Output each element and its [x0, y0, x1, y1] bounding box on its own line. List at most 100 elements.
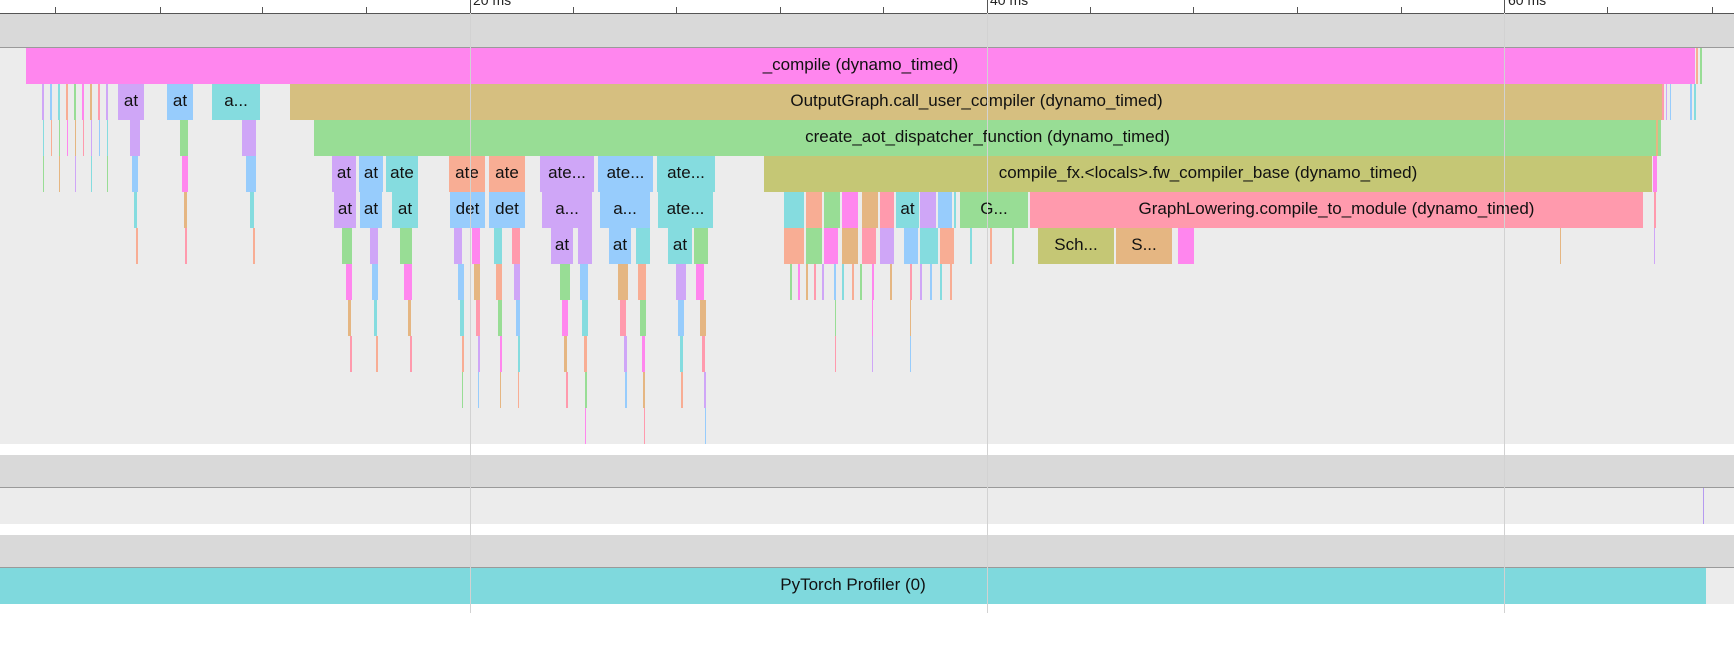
unlabeled-slice[interactable]	[106, 84, 108, 120]
slice-child[interactable]: at	[668, 228, 692, 264]
slice-child[interactable]: a...	[212, 84, 260, 120]
unlabeled-slice[interactable]	[872, 264, 874, 300]
unlabeled-slice[interactable]	[136, 228, 138, 264]
unlabeled-slice[interactable]	[242, 120, 256, 156]
unlabeled-slice[interactable]	[132, 156, 138, 192]
unlabeled-slice[interactable]	[842, 228, 858, 264]
unlabeled-slice[interactable]	[494, 228, 502, 264]
unlabeled-slice[interactable]	[798, 264, 800, 300]
slice-child[interactable]: a...	[600, 192, 650, 228]
unlabeled-slice[interactable]	[582, 300, 588, 336]
unlabeled-slice[interactable]	[1178, 228, 1194, 264]
unlabeled-slice[interactable]	[705, 408, 706, 444]
unlabeled-slice[interactable]	[500, 336, 502, 372]
unlabeled-slice[interactable]	[91, 156, 92, 192]
unlabeled-slice[interactable]	[585, 372, 587, 408]
unlabeled-slice[interactable]	[130, 120, 140, 156]
unlabeled-slice[interactable]	[478, 336, 480, 372]
unlabeled-slice[interactable]	[638, 264, 646, 300]
unlabeled-slice[interactable]	[904, 228, 918, 264]
unlabeled-slice[interactable]	[460, 300, 464, 336]
unlabeled-slice[interactable]	[910, 264, 912, 300]
unlabeled-slice[interactable]	[880, 228, 894, 264]
unlabeled-slice[interactable]	[930, 264, 932, 300]
slice-compile-to-module[interactable]: GraphLowering.compile_to_module (dynamo_…	[1030, 192, 1643, 228]
unlabeled-slice[interactable]	[676, 264, 686, 300]
unlabeled-slice[interactable]	[862, 228, 876, 264]
unlabeled-slice[interactable]	[842, 264, 844, 300]
unlabeled-slice[interactable]	[954, 192, 956, 228]
unlabeled-slice[interactable]	[107, 156, 108, 192]
unlabeled-slice[interactable]	[784, 228, 804, 264]
unlabeled-slice[interactable]	[784, 192, 804, 228]
unlabeled-slice[interactable]	[107, 120, 108, 156]
slice-child[interactable]: ate	[386, 156, 418, 192]
slice-child[interactable]: ate...	[658, 192, 713, 228]
unlabeled-slice[interactable]	[842, 192, 858, 228]
unlabeled-slice[interactable]	[91, 120, 92, 156]
unlabeled-slice[interactable]	[920, 228, 938, 264]
unlabeled-slice[interactable]	[890, 264, 892, 300]
unlabeled-slice[interactable]	[250, 192, 254, 228]
unlabeled-slice[interactable]	[624, 336, 627, 372]
unlabeled-slice[interactable]	[472, 228, 480, 264]
unlabeled-slice[interactable]	[90, 84, 92, 120]
slice-child[interactable]: ate...	[598, 156, 653, 192]
unlabeled-slice[interactable]	[462, 336, 464, 372]
unlabeled-slice[interactable]	[862, 192, 878, 228]
unlabeled-slice[interactable]	[950, 264, 952, 300]
unlabeled-slice[interactable]	[1696, 48, 1698, 84]
unlabeled-slice[interactable]	[404, 264, 412, 300]
unlabeled-slice[interactable]	[806, 228, 822, 264]
unlabeled-slice[interactable]	[940, 264, 942, 300]
slice-child[interactable]: a...	[542, 192, 592, 228]
unlabeled-slice[interactable]	[342, 228, 352, 264]
unlabeled-slice[interactable]	[584, 336, 587, 372]
unlabeled-slice[interactable]	[350, 336, 352, 372]
unlabeled-slice[interactable]	[514, 264, 520, 300]
unlabeled-slice[interactable]	[400, 228, 412, 264]
slice-child[interactable]: ate	[489, 156, 525, 192]
unlabeled-slice[interactable]	[910, 336, 911, 372]
unlabeled-slice[interactable]	[1700, 48, 1702, 84]
unlabeled-slice[interactable]	[1694, 84, 1696, 120]
slice-child[interactable]: ate	[449, 156, 485, 192]
slice-child[interactable]: det	[489, 192, 525, 228]
unlabeled-slice[interactable]	[253, 228, 255, 264]
slice-child[interactable]: at	[360, 192, 382, 228]
unlabeled-slice[interactable]	[580, 264, 588, 300]
unlabeled-slice[interactable]	[518, 336, 520, 372]
unlabeled-slice[interactable]	[518, 372, 519, 408]
unlabeled-slice[interactable]	[824, 228, 838, 264]
unlabeled-slice[interactable]	[99, 120, 100, 156]
unlabeled-slice[interactable]	[1560, 228, 1561, 264]
unlabeled-slice[interactable]	[516, 300, 520, 336]
unlabeled-slice[interactable]	[498, 300, 502, 336]
unlabeled-slice[interactable]	[822, 264, 824, 300]
unlabeled-slice[interactable]	[644, 408, 645, 444]
unlabeled-slice[interactable]	[990, 228, 992, 264]
unlabeled-slice[interactable]	[681, 372, 683, 408]
unlabeled-slice[interactable]	[59, 156, 60, 192]
unlabeled-slice[interactable]	[74, 84, 76, 120]
unlabeled-slice[interactable]	[474, 264, 480, 300]
unlabeled-slice[interactable]	[852, 264, 854, 300]
slice-child[interactable]: ate...	[540, 156, 594, 192]
unlabeled-slice[interactable]	[643, 372, 645, 408]
unlabeled-slice[interactable]	[585, 408, 586, 444]
unlabeled-slice[interactable]	[834, 264, 836, 300]
slice-child[interactable]: at	[118, 84, 144, 120]
unlabeled-slice[interactable]	[1654, 192, 1656, 228]
unlabeled-slice[interactable]	[462, 372, 463, 408]
slice-pytorch-profiler[interactable]: PyTorch Profiler (0)	[0, 568, 1706, 604]
unlabeled-slice[interactable]	[42, 84, 44, 120]
unlabeled-slice[interactable]	[1654, 228, 1655, 264]
unlabeled-slice[interactable]	[134, 192, 137, 228]
unlabeled-slice[interactable]	[454, 228, 462, 264]
unlabeled-slice[interactable]	[348, 300, 351, 336]
unlabeled-slice[interactable]	[806, 192, 822, 228]
unlabeled-slice[interactable]	[51, 120, 52, 156]
unlabeled-slice[interactable]	[562, 300, 568, 336]
unlabeled-slice[interactable]	[83, 120, 84, 156]
unlabeled-slice[interactable]	[696, 264, 704, 300]
